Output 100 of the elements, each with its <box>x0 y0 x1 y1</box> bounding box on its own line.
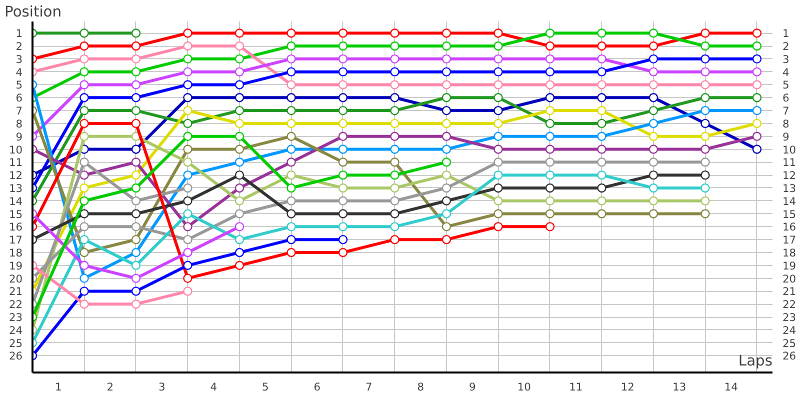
y-tick-label: 3 <box>16 52 22 66</box>
point <box>648 158 658 167</box>
point <box>545 132 555 141</box>
point <box>700 144 710 154</box>
point <box>131 67 141 76</box>
point <box>545 67 555 76</box>
point <box>80 196 89 206</box>
point <box>442 196 452 206</box>
point <box>648 183 658 193</box>
point <box>648 28 658 38</box>
point <box>80 158 89 167</box>
point <box>648 54 658 64</box>
point <box>183 28 192 38</box>
point <box>183 106 192 116</box>
point <box>648 106 658 116</box>
y2-tick-label: 24 <box>782 324 796 337</box>
point <box>286 158 296 167</box>
point <box>545 80 555 90</box>
point <box>234 93 244 102</box>
point <box>131 28 141 38</box>
point <box>752 67 762 76</box>
point <box>131 41 141 51</box>
y-tick-label: 1 <box>16 27 22 40</box>
point <box>700 158 710 167</box>
y-tick-label: 6 <box>16 92 23 105</box>
point <box>234 106 244 116</box>
y2-tick-label: 23 <box>782 311 796 324</box>
point <box>390 209 400 218</box>
y-tick-label: 22 <box>8 298 23 312</box>
point <box>234 54 244 64</box>
point <box>700 28 710 38</box>
y-tick-label: 23 <box>8 311 23 324</box>
point <box>390 93 400 102</box>
point <box>183 41 192 51</box>
point <box>338 41 348 51</box>
point <box>442 41 452 51</box>
point <box>545 196 555 206</box>
point <box>442 158 452 167</box>
point <box>545 93 555 102</box>
point <box>700 67 710 76</box>
point <box>442 67 452 76</box>
y-tick-label: 5 <box>16 78 22 92</box>
y-tick-label: 14 <box>8 194 23 208</box>
point <box>442 106 452 116</box>
y2-tick-label: 19 <box>782 259 796 272</box>
point <box>80 248 89 258</box>
point <box>597 118 606 128</box>
point <box>80 28 89 38</box>
point <box>234 67 244 76</box>
point <box>183 132 192 141</box>
point <box>648 144 658 154</box>
y2-tick-label: 15 <box>782 208 796 221</box>
point <box>597 183 606 193</box>
point <box>494 54 503 64</box>
point <box>390 170 400 180</box>
point <box>131 248 141 258</box>
y2-tick-label: 17 <box>782 234 796 247</box>
point <box>442 28 452 38</box>
point <box>131 300 141 309</box>
point <box>183 183 192 193</box>
point <box>442 183 452 193</box>
point <box>545 144 555 154</box>
y-tick-label: 16 <box>8 220 23 234</box>
y2-tick-label: 21 <box>782 285 796 298</box>
point <box>494 93 503 102</box>
y2-tick-label: 2 <box>782 40 790 54</box>
point <box>338 170 348 180</box>
x-tick-label: 12 <box>620 380 634 394</box>
point <box>494 196 503 206</box>
x-axis-title: Laps <box>738 352 773 370</box>
y-tick-label: 24 <box>8 324 23 337</box>
point <box>442 144 452 154</box>
point <box>442 80 452 90</box>
y2-tick-label: 26 <box>782 350 796 363</box>
point <box>183 196 192 206</box>
point <box>597 80 606 90</box>
y-tick-label: 20 <box>8 272 23 286</box>
point <box>183 170 192 180</box>
point <box>390 41 400 51</box>
point <box>597 28 606 38</box>
y2-tick-label: 3 <box>782 52 790 66</box>
point <box>700 170 710 180</box>
point <box>286 54 296 64</box>
point <box>494 41 503 51</box>
point <box>390 144 400 154</box>
point <box>442 222 452 232</box>
point <box>700 209 710 218</box>
point <box>338 118 348 128</box>
point <box>234 234 244 244</box>
point <box>700 118 710 128</box>
point <box>545 170 555 180</box>
point <box>183 260 192 270</box>
point <box>338 93 348 102</box>
point <box>390 234 400 244</box>
point <box>648 132 658 141</box>
point <box>338 209 348 218</box>
y2-tick-label: 20 <box>782 272 796 286</box>
point <box>752 54 762 64</box>
point <box>234 170 244 180</box>
point <box>390 132 400 141</box>
